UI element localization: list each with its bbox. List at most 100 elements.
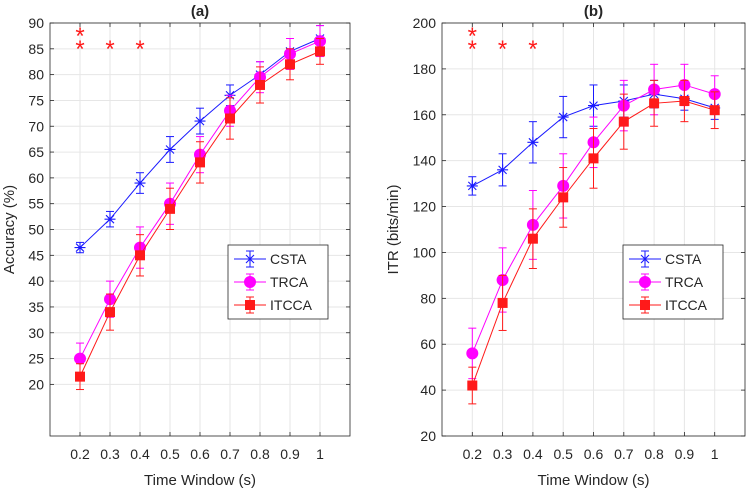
legend-marker [245,300,255,310]
legend-label: ITCCA [665,297,708,313]
y-tick-label: 75 [28,92,44,108]
data-point [165,203,175,214]
data-point [709,105,720,116]
legend-label: ITCCA [270,297,313,313]
y-tick-label: 30 [28,325,44,341]
x-axis-label-b: Time Window (s) [538,472,650,489]
legend-b: CSTA TRCA ITCCA [622,244,724,320]
legend-item-csta: CSTA [629,250,702,268]
data-point [285,59,295,70]
significance-asterisk: * [528,36,537,63]
y-tick-label: 40 [28,273,44,289]
x-tick-label: 0.8 [250,446,270,462]
x-tick-label: 0.8 [644,446,664,462]
series-itcca [75,37,325,391]
legend-label: CSTA [270,251,307,267]
y-tick-label: 20 [420,428,436,444]
data-point [104,213,116,225]
data-point [588,100,599,112]
legend-item-itcca: ITCCA [234,296,313,314]
y-tick-label: 50 [28,222,44,238]
legend-marker [639,276,651,288]
y-tick-label: 70 [28,118,44,134]
panel-title-a: (a) [191,3,209,20]
x-tick-label: 1 [711,446,719,462]
data-point [75,371,85,382]
data-point [618,116,629,127]
legend-a: CSTA TRCA ITCCA [227,244,329,320]
x-axis-label-a: Time Window (s) [144,472,256,489]
data-point [527,136,539,148]
y-tick-label: 40 [420,382,436,398]
significance-asterisk: * [468,36,477,63]
data-point [467,380,478,391]
y-tick-label: 45 [28,247,44,263]
significance-asterisk: * [135,36,144,63]
data-point [558,192,569,203]
y-tick-label: 200 [413,15,437,31]
data-point [679,96,690,107]
y-tick-label: 60 [28,170,44,186]
legend-item-trca: TRCA [234,273,309,291]
data-point [74,242,86,254]
x-tick-label: 1 [316,446,324,462]
x-tick-label: 0.6 [190,446,210,462]
x-tick-label: 0.5 [160,446,180,462]
legend-item-csta: CSTA [234,250,307,268]
y-tick-label: 180 [413,61,437,77]
significance-asterisk: * [105,36,114,63]
y-tick-label: 25 [28,351,44,367]
data-point [255,79,265,90]
y-tick-label: 80 [28,67,44,83]
data-point [497,164,509,176]
significance-markers-b: ** * * [468,23,538,63]
data-point [315,46,325,57]
data-point [195,157,205,168]
data-point [74,352,86,365]
x-tick-label: 0.9 [675,446,695,462]
significance-asterisk: * [468,23,477,50]
x-tick-label: 0.3 [493,446,513,462]
significance-markers-a: ** * * [75,23,144,63]
data-point [164,143,176,155]
x-tick-label: 0.2 [70,446,90,462]
x-tick-label: 0.4 [130,446,150,462]
y-tick-label: 60 [420,336,436,352]
series-itcca [467,79,720,405]
data-point [194,115,206,127]
data-point [466,180,478,192]
legend-label: CSTA [665,251,702,267]
y-tick-label: 55 [28,196,44,212]
significance-asterisk: * [75,23,84,50]
data-point [225,113,235,124]
panel-title-b: (b) [584,3,603,20]
data-point [105,307,115,318]
data-point [649,98,660,109]
y-tick-label: 120 [413,199,437,215]
y-tick-label: 140 [413,153,437,169]
data-point [135,250,145,261]
legend-label: TRCA [665,274,704,290]
y-tick-label: 85 [28,41,44,57]
data-point [134,177,146,189]
legend-marker [640,300,650,310]
legend-item-itcca: ITCCA [629,296,708,314]
legend-marker [244,276,256,288]
panel-b: 0.2 0.3 0.4 0.5 0.6 0.7 0.8 0.9 1204060801001201… [385,3,746,489]
x-tick-label: 0.2 [463,446,483,462]
y-tick-label: 100 [413,244,437,260]
x-tick-label: 0.6 [584,446,604,462]
x-tick-label: 0.7 [220,446,240,462]
y-tick-label: 160 [413,107,437,123]
y-tick-label: 35 [28,299,44,315]
y-tick-label: 80 [420,290,436,306]
data-point [557,111,569,123]
legend-marker [244,253,256,265]
y-tick-label: 65 [28,144,44,160]
y-tick-label: 90 [28,15,44,31]
legend-item-trca: TRCA [629,273,704,291]
x-tick-label: 0.9 [280,446,300,462]
significance-asterisk: * [498,36,507,63]
